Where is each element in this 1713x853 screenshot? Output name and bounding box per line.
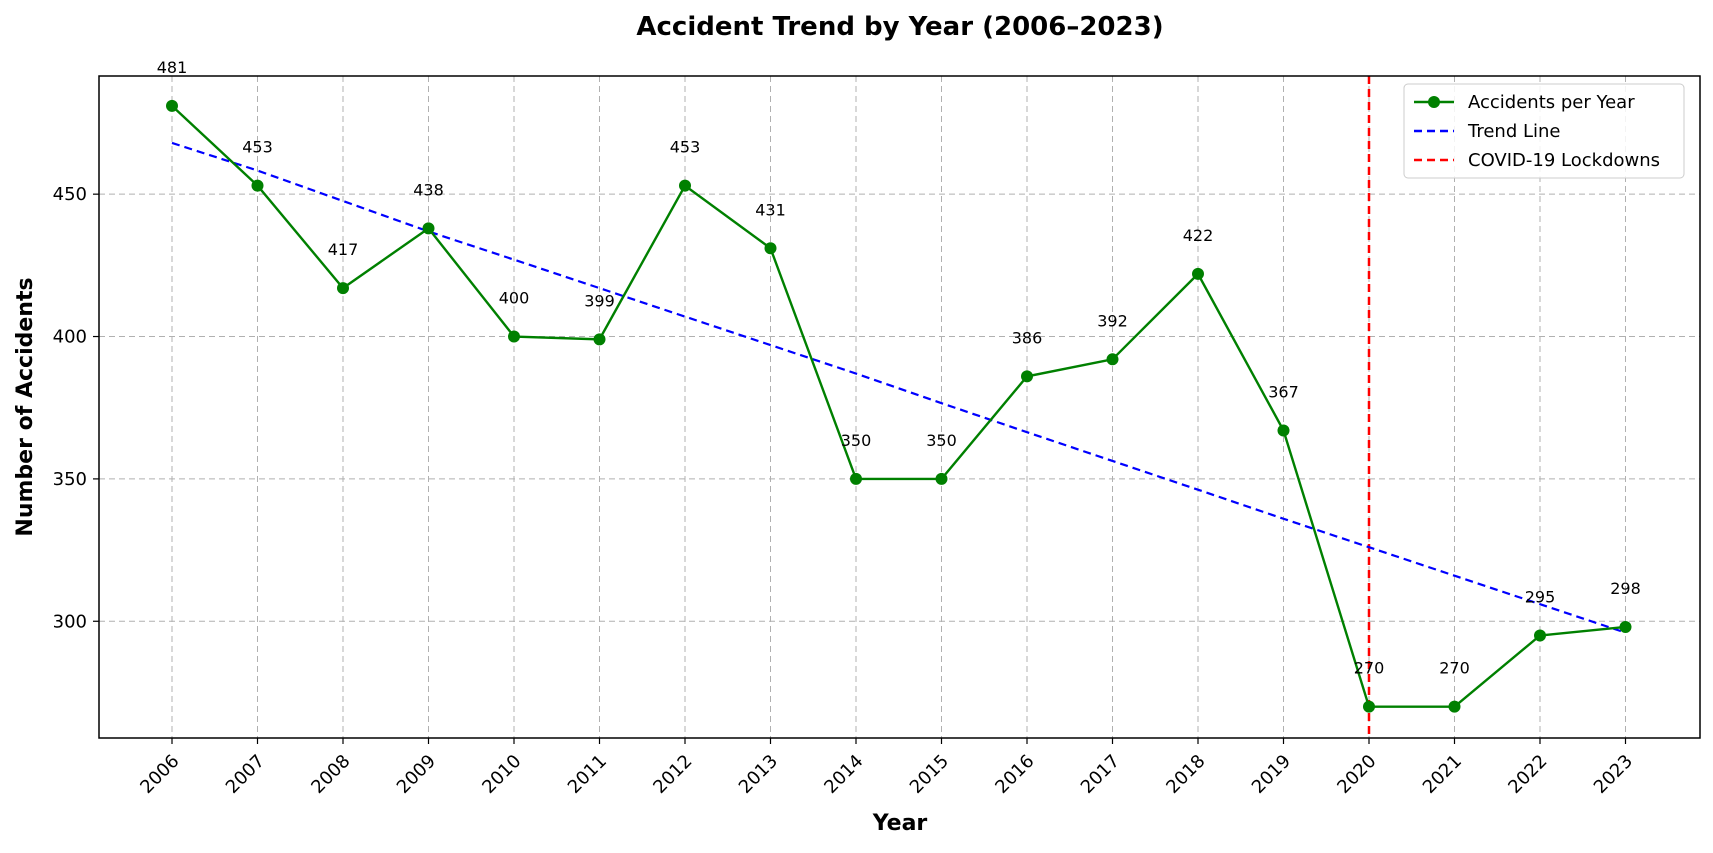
data-point — [679, 179, 691, 192]
data-point — [1619, 620, 1632, 633]
plot-area-frame — [98, 75, 1701, 739]
data-label: 453 — [242, 138, 273, 157]
data-point — [593, 333, 606, 346]
data-point — [1106, 353, 1119, 366]
x-tick-label: 2021 — [1419, 751, 1466, 798]
x-tick-label: 2023 — [1590, 751, 1637, 798]
data-label: 438 — [413, 180, 444, 199]
data-point — [935, 472, 948, 485]
x-tick-label: 2008 — [307, 751, 354, 798]
y-tick-label: 450 — [53, 184, 87, 205]
data-point — [1363, 700, 1375, 713]
x-tick-label: 2017 — [1077, 751, 1124, 798]
data-label: 350 — [926, 431, 957, 450]
data-label: 453 — [670, 138, 701, 157]
y-tick-label: 300 — [53, 611, 87, 632]
legend-marker — [1428, 96, 1440, 108]
x-tick-label: 2009 — [393, 751, 440, 798]
data-point — [1534, 629, 1546, 642]
data-point — [1448, 700, 1461, 713]
x-tick-label: 2020 — [1333, 751, 1380, 798]
y-tick-label: 400 — [53, 327, 87, 348]
data-point — [850, 472, 862, 485]
data-point — [1021, 370, 1033, 383]
data-point — [422, 222, 435, 235]
y-axis-ticks: 300 350 400 450 — [53, 184, 99, 632]
data-label: 350 — [841, 431, 872, 450]
legend: Accidents per Year Trend Line COVID-19 Loc… — [1403, 83, 1685, 179]
data-point — [337, 282, 349, 295]
data-point — [508, 330, 520, 343]
data-label: 431 — [755, 200, 786, 219]
x-tick-label: 2022 — [1504, 751, 1551, 798]
data-label: 417 — [328, 240, 359, 259]
legend-label: COVID-19 Lockdowns — [1468, 150, 1660, 171]
x-tick-label: 2006 — [136, 751, 183, 798]
trend-line — [171, 141, 1626, 634]
data-label: 400 — [499, 289, 530, 308]
data-label: 392 — [1097, 311, 1128, 330]
data-label: 270 — [1354, 659, 1385, 678]
x-axis-label: Year — [872, 811, 928, 836]
data-point — [166, 99, 178, 112]
x-tick-label: 2013 — [735, 751, 782, 798]
x-tick-label: 2010 — [478, 751, 525, 798]
data-label: 270 — [1439, 659, 1470, 678]
data-point — [1277, 424, 1290, 437]
data-label: 422 — [1183, 226, 1214, 245]
data-point — [1192, 267, 1204, 280]
x-tick-label: 2015 — [906, 751, 953, 798]
legend-label: Trend Line — [1467, 121, 1561, 142]
x-axis-ticks: 2006 2007 2008 2009 2010 2011 2012 2013 2014 2015… — [136, 738, 1637, 798]
data-label: 298 — [1610, 579, 1641, 598]
x-tick-label: 2018 — [1162, 751, 1209, 798]
x-tick-label: 2011 — [564, 751, 611, 798]
data-label: 481 — [157, 58, 188, 77]
legend-label: Accidents per Year — [1468, 92, 1635, 113]
data-label: 399 — [584, 291, 615, 310]
data-point — [764, 242, 777, 255]
x-tick-label: 2016 — [991, 751, 1038, 798]
series — [166, 99, 1632, 713]
y-tick-label: 350 — [53, 469, 87, 490]
data-label: 367 — [1268, 382, 1299, 401]
x-tick-label: 2007 — [222, 751, 269, 798]
chart-title: Accident Trend by Year (2006–2023) — [636, 12, 1163, 42]
accidents-line — [171, 105, 1626, 708]
y-axis-label: Number of Accidents — [13, 277, 38, 536]
data-label: 295 — [1525, 587, 1556, 606]
x-tick-label: 2012 — [649, 751, 696, 798]
x-tick-label: 2019 — [1248, 751, 1295, 798]
data-point — [251, 179, 264, 192]
data-labels: 481 453 417 438 400 399 453 431 350 350 386 392 422 3… — [157, 58, 1641, 678]
x-tick-label: 2014 — [820, 751, 867, 798]
data-label: 386 — [1012, 328, 1043, 347]
legend-box — [1403, 83, 1685, 179]
grid — [99, 76, 1700, 738]
